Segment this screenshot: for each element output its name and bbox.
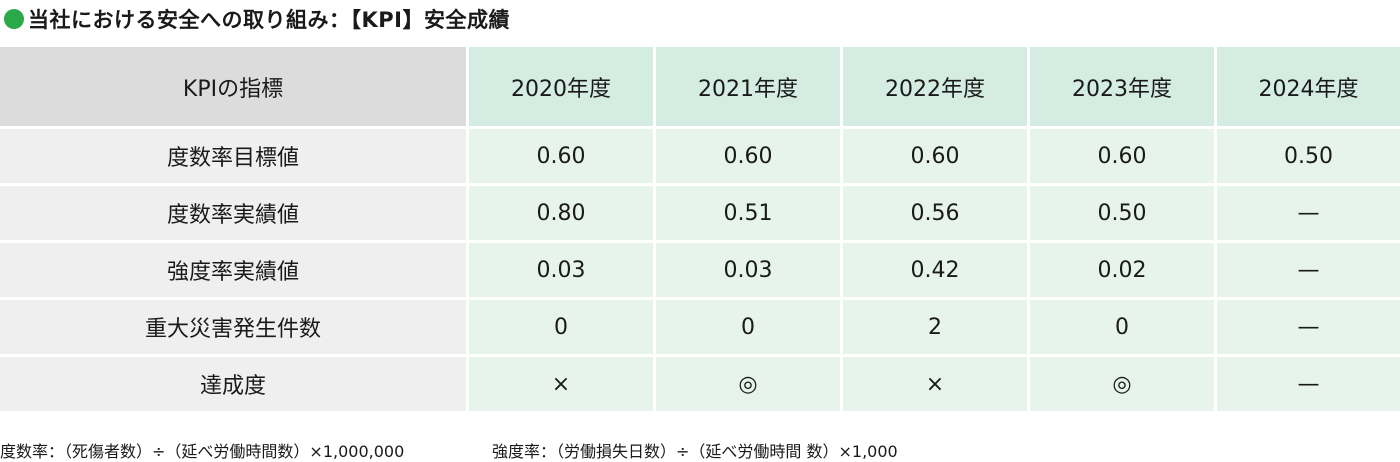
table-cell: 0 <box>653 300 840 357</box>
table-header-row: KPIの指標 2020年度 2021年度 2022年度 2023年度 2024年… <box>0 47 1400 129</box>
table-row: 度数率実績値 0.80 0.51 0.56 0.50 — <box>0 186 1400 243</box>
table-cell: 0.51 <box>653 186 840 243</box>
table-row: 強度率実績値 0.03 0.03 0.42 0.02 — <box>0 243 1400 300</box>
table-cell: — <box>1214 243 1400 300</box>
table-cell: × <box>840 357 1027 414</box>
header-year: 2020年度 <box>466 47 653 129</box>
table-cell: 2 <box>840 300 1027 357</box>
table-cell: 0.02 <box>1027 243 1214 300</box>
row-label: 重大災害発生件数 <box>0 300 466 357</box>
table-cell: 0.03 <box>653 243 840 300</box>
kpi-table: KPIの指標 2020年度 2021年度 2022年度 2023年度 2024年… <box>0 47 1400 414</box>
page-title-row: 当社における安全への取り組み：【KPI】安全成績 <box>0 4 510 34</box>
table-row: 達成度 × ◎ × ◎ — <box>0 357 1400 414</box>
footnotes: 度数率：（死傷者数）÷（延べ労働時間数）×1,000,000 強度率：（労働損失… <box>0 438 898 462</box>
row-label: 達成度 <box>0 357 466 414</box>
table-cell: ◎ <box>1027 357 1214 414</box>
table-cell: × <box>466 357 653 414</box>
table-cell: — <box>1214 186 1400 243</box>
table-cell: — <box>1214 357 1400 414</box>
table-cell: 0.60 <box>1027 129 1214 186</box>
header-year: 2021年度 <box>653 47 840 129</box>
table-cell: 0.80 <box>466 186 653 243</box>
table-cell: 0.60 <box>466 129 653 186</box>
page-title: 当社における安全への取り組み：【KPI】安全成績 <box>28 8 510 32</box>
table-row: 度数率目標値 0.60 0.60 0.60 0.60 0.50 <box>0 129 1400 186</box>
header-year: 2022年度 <box>840 47 1027 129</box>
header-kpi-label: KPIの指標 <box>0 47 466 129</box>
table-cell: 0 <box>1027 300 1214 357</box>
table-cell: 0 <box>466 300 653 357</box>
table-cell: 0.60 <box>653 129 840 186</box>
frequency-rate-note: 度数率：（死傷者数）÷（延べ労働時間数）×1,000,000 <box>0 442 405 461</box>
row-label: 強度率実績値 <box>0 243 466 300</box>
table-cell: ◎ <box>653 357 840 414</box>
table-cell: 0.03 <box>466 243 653 300</box>
table-cell: — <box>1214 300 1400 357</box>
table-cell: 0.50 <box>1027 186 1214 243</box>
table-cell: 0.60 <box>840 129 1027 186</box>
severity-rate-note: 強度率：（労働損失日数）÷（延べ労働時間 数）×1,000 <box>492 442 898 461</box>
table-cell: 0.56 <box>840 186 1027 243</box>
table-row: 重大災害発生件数 0 0 2 0 — <box>0 300 1400 357</box>
bullet-dot-icon <box>4 9 24 29</box>
row-label: 度数率目標値 <box>0 129 466 186</box>
header-year: 2023年度 <box>1027 47 1214 129</box>
table-cell: 0.42 <box>840 243 1027 300</box>
row-label: 度数率実績値 <box>0 186 466 243</box>
header-year: 2024年度 <box>1214 47 1400 129</box>
table-cell: 0.50 <box>1214 129 1400 186</box>
